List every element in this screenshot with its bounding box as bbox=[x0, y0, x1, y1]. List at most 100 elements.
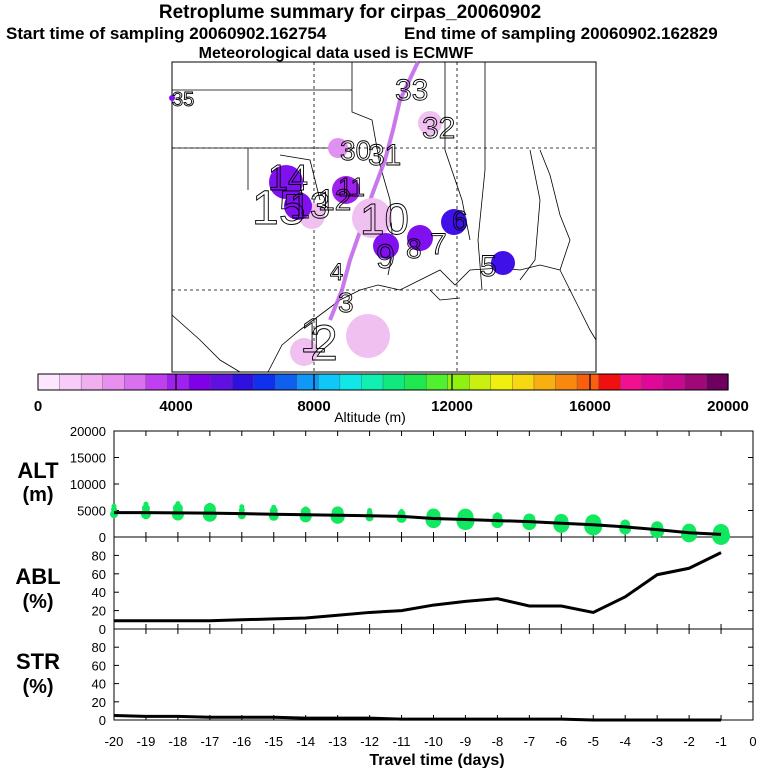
panel-ticks: 0 5000 10000 15000 20000 0 20 40 60 80 0 20 40 60 80 bbox=[70, 424, 754, 728]
y-tick-label: 20000 bbox=[70, 424, 106, 439]
colorbar-tick-label: 4000 bbox=[159, 398, 192, 415]
colorbar-cell bbox=[210, 373, 233, 391]
alt-cluster-point bbox=[650, 524, 665, 539]
marker-label: 8 bbox=[406, 233, 422, 264]
str-panel-frame bbox=[113, 628, 754, 721]
colorbar-cell bbox=[447, 373, 470, 391]
colorbar: 0 4000 8000 12000 16000 20000 Altitude (m) bbox=[34, 373, 749, 425]
colorbar-cell bbox=[59, 373, 82, 391]
marker-label: 31 bbox=[368, 139, 401, 172]
alt-median-line bbox=[114, 511, 722, 536]
plume-marker bbox=[346, 314, 390, 358]
marker-label: 35 bbox=[172, 89, 194, 111]
x-tick-label: -9 bbox=[460, 734, 472, 749]
marker-label: 9 bbox=[376, 238, 395, 276]
alt-cluster-point bbox=[553, 516, 570, 533]
alt-cluster-point bbox=[140, 509, 151, 520]
y-tick-label: 20 bbox=[92, 695, 106, 710]
marker-label: 12 bbox=[318, 184, 351, 217]
alt-cluster-point bbox=[522, 516, 537, 531]
colorbar-cell bbox=[361, 373, 384, 391]
y-tick-label: 10000 bbox=[70, 477, 106, 492]
alt-ylabel-2: (m) bbox=[22, 484, 53, 506]
x-tick-label: -6 bbox=[556, 734, 568, 749]
y-tick-label: 5000 bbox=[77, 504, 106, 519]
colorbar-tick-label: 12000 bbox=[431, 398, 473, 415]
end-time-label: End time of sampling 20060902.162829 bbox=[404, 24, 718, 43]
met-data-label: Meteorological data used is ECMWF bbox=[198, 45, 474, 62]
x-tick-label: -16 bbox=[232, 734, 251, 749]
x-tick-label: -10 bbox=[424, 734, 443, 749]
coastline bbox=[429, 289, 461, 301]
marker-label: 3 bbox=[338, 287, 354, 318]
alt-cluster-point bbox=[268, 510, 279, 521]
chart-title: Retroplume summary for cirpas_20060902 bbox=[158, 2, 542, 23]
colorbar-cell bbox=[404, 373, 427, 391]
x-tick-label: -17 bbox=[200, 734, 219, 749]
colorbar-cell bbox=[469, 373, 492, 391]
colorbar-cell bbox=[167, 373, 190, 391]
plume-path bbox=[328, 61, 420, 321]
marker-label: 13 bbox=[290, 185, 330, 226]
alt-series bbox=[110, 501, 731, 545]
x-tick-label: -8 bbox=[492, 734, 504, 749]
marker-label: 10 bbox=[360, 195, 409, 244]
x-tick-label: -5 bbox=[587, 734, 599, 749]
x-tick-label: -7 bbox=[524, 734, 536, 749]
alt-cluster-point bbox=[681, 526, 698, 543]
colorbar-cell bbox=[490, 373, 514, 391]
y-tick-label: 60 bbox=[92, 658, 106, 673]
colorbar-cell bbox=[533, 373, 557, 391]
lat-lon-grid bbox=[172, 62, 596, 372]
colorbar-cell bbox=[80, 373, 104, 391]
state-border bbox=[477, 62, 486, 291]
x-tick-label: 0 bbox=[749, 734, 756, 749]
colorbar-cell bbox=[102, 373, 125, 391]
colorbar-cell bbox=[318, 373, 341, 391]
x-tick-label: -14 bbox=[296, 734, 315, 749]
colorbar-tick-label: 0 bbox=[34, 398, 42, 415]
x-tick-label: -1 bbox=[715, 734, 727, 749]
abl-ylabel-2: (%) bbox=[22, 591, 53, 613]
start-time-label: Start time of sampling 20060902.162754 bbox=[6, 24, 327, 43]
str-line bbox=[113, 713, 722, 722]
y-tick-label: 40 bbox=[92, 677, 106, 692]
marker-label: 14 bbox=[268, 157, 308, 198]
plume-marker bbox=[169, 95, 175, 101]
marker-label: 2 bbox=[310, 315, 338, 371]
colorbar-cells bbox=[37, 373, 729, 391]
state-border bbox=[519, 149, 541, 281]
alt-cluster-point bbox=[425, 512, 442, 529]
str-ylabel-1: STR bbox=[16, 649, 60, 674]
colorbar-cell bbox=[425, 373, 449, 391]
plume-marker bbox=[373, 233, 399, 259]
x-tick-label: -11 bbox=[393, 734, 411, 749]
marker-label: 11 bbox=[338, 172, 365, 202]
x-axis-label: Travel time (days) bbox=[369, 752, 504, 768]
state-border bbox=[279, 154, 321, 201]
x-tick-label: -3 bbox=[651, 734, 663, 749]
y-tick-label: 80 bbox=[92, 548, 106, 563]
colorbar-cell bbox=[684, 373, 708, 391]
alt-cluster-point bbox=[456, 512, 475, 531]
colorbar-cell bbox=[253, 373, 276, 391]
colorbar-cell bbox=[706, 373, 729, 391]
marker-label: 15 bbox=[252, 182, 305, 235]
marker-label: 33 bbox=[395, 74, 428, 107]
x-tick-label: -15 bbox=[264, 734, 283, 749]
plume-marker bbox=[328, 138, 348, 158]
marker-label: 7 bbox=[430, 228, 447, 261]
marker-label: 6 bbox=[452, 205, 468, 236]
colorbar-cell bbox=[124, 373, 147, 391]
alt-cluster-point bbox=[171, 508, 184, 521]
colorbar-cell bbox=[641, 373, 665, 391]
x-tick-label: -18 bbox=[169, 734, 188, 749]
colorbar-tick-label: 20000 bbox=[707, 398, 749, 415]
x-tick-label: -13 bbox=[328, 734, 347, 749]
colorbar-cell bbox=[274, 373, 298, 391]
marker-label: 32 bbox=[422, 112, 455, 145]
colorbar-cell bbox=[663, 373, 686, 391]
colorbar-cell bbox=[382, 373, 406, 391]
